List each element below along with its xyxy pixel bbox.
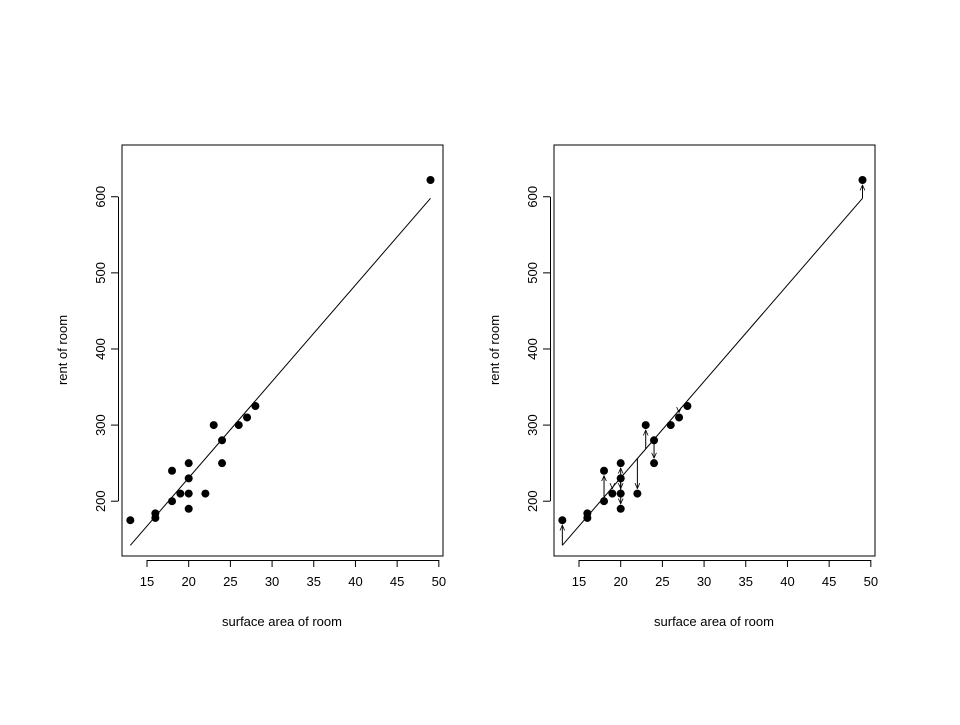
x-axis-label: surface area of room (222, 614, 342, 629)
x-tick-label: 25 (655, 574, 669, 589)
x-tick-label: 40 (348, 574, 362, 589)
data-point (616, 459, 625, 468)
x-tick-label: 15 (140, 574, 154, 589)
y-axis-label: rent of room (55, 315, 70, 385)
y-tick-label: 300 (93, 414, 108, 436)
x-tick-label: 20 (613, 574, 627, 589)
data-point (126, 516, 135, 525)
y-tick-label: 200 (525, 490, 540, 512)
x-tick-label: 45 (822, 574, 836, 589)
y-tick-label: 400 (93, 338, 108, 360)
data-point (666, 421, 675, 430)
y-tick-label: 500 (525, 262, 540, 284)
plot-frame (121, 144, 444, 557)
data-point (251, 402, 260, 411)
data-point (633, 489, 642, 498)
x-tick-label: 45 (390, 574, 404, 589)
data-point (600, 466, 609, 475)
x-axis-label: surface area of room (654, 614, 774, 629)
y-tick-label: 600 (93, 186, 108, 208)
y-tick-label: 600 (525, 186, 540, 208)
data-point (608, 489, 617, 498)
data-point (858, 176, 867, 185)
data-point (426, 176, 435, 185)
data-point (234, 421, 243, 430)
data-point (675, 413, 684, 422)
x-tick-label: 35 (739, 574, 753, 589)
y-tick-label: 200 (93, 490, 108, 512)
data-point (243, 413, 252, 422)
x-tick-label: 15 (572, 574, 586, 589)
x-tick-label: 30 (265, 574, 279, 589)
data-point (209, 421, 218, 430)
data-point (650, 459, 659, 468)
data-point (184, 474, 193, 483)
data-point (184, 459, 193, 468)
data-point (151, 509, 160, 518)
data-point (641, 421, 650, 430)
x-tick-label: 40 (780, 574, 794, 589)
data-point (650, 436, 659, 445)
data-point (184, 504, 193, 513)
x-tick-label: 50 (432, 574, 446, 589)
y-tick-label: 500 (93, 262, 108, 284)
y-axis-label: rent of room (487, 315, 502, 385)
x-tick-label: 20 (181, 574, 195, 589)
plot-frame (553, 144, 876, 557)
x-tick-label: 35 (307, 574, 321, 589)
y-tick-label: 400 (525, 338, 540, 360)
data-point (600, 497, 609, 506)
data-point (218, 459, 227, 468)
data-point (558, 516, 567, 525)
data-point (201, 489, 210, 498)
data-point (184, 489, 193, 498)
x-tick-label: 30 (697, 574, 711, 589)
data-point (616, 489, 625, 498)
data-point (683, 402, 692, 411)
left-scatter-panel: surface area of room rent of room 15 20 25… (55, 144, 446, 629)
x-tick-label: 50 (864, 574, 878, 589)
data-point (616, 474, 625, 483)
y-tick-label: 300 (525, 414, 540, 436)
right-residual-panel: surface area of room rent of room 15 20 25… (487, 144, 878, 629)
data-point (583, 509, 592, 518)
x-tick-label: 25 (223, 574, 237, 589)
data-point (616, 504, 625, 513)
data-point (218, 436, 227, 445)
fitted-line (561, 197, 863, 546)
fitted-line (129, 197, 431, 546)
data-point (168, 497, 177, 506)
data-point (168, 466, 177, 475)
data-point (176, 489, 185, 498)
